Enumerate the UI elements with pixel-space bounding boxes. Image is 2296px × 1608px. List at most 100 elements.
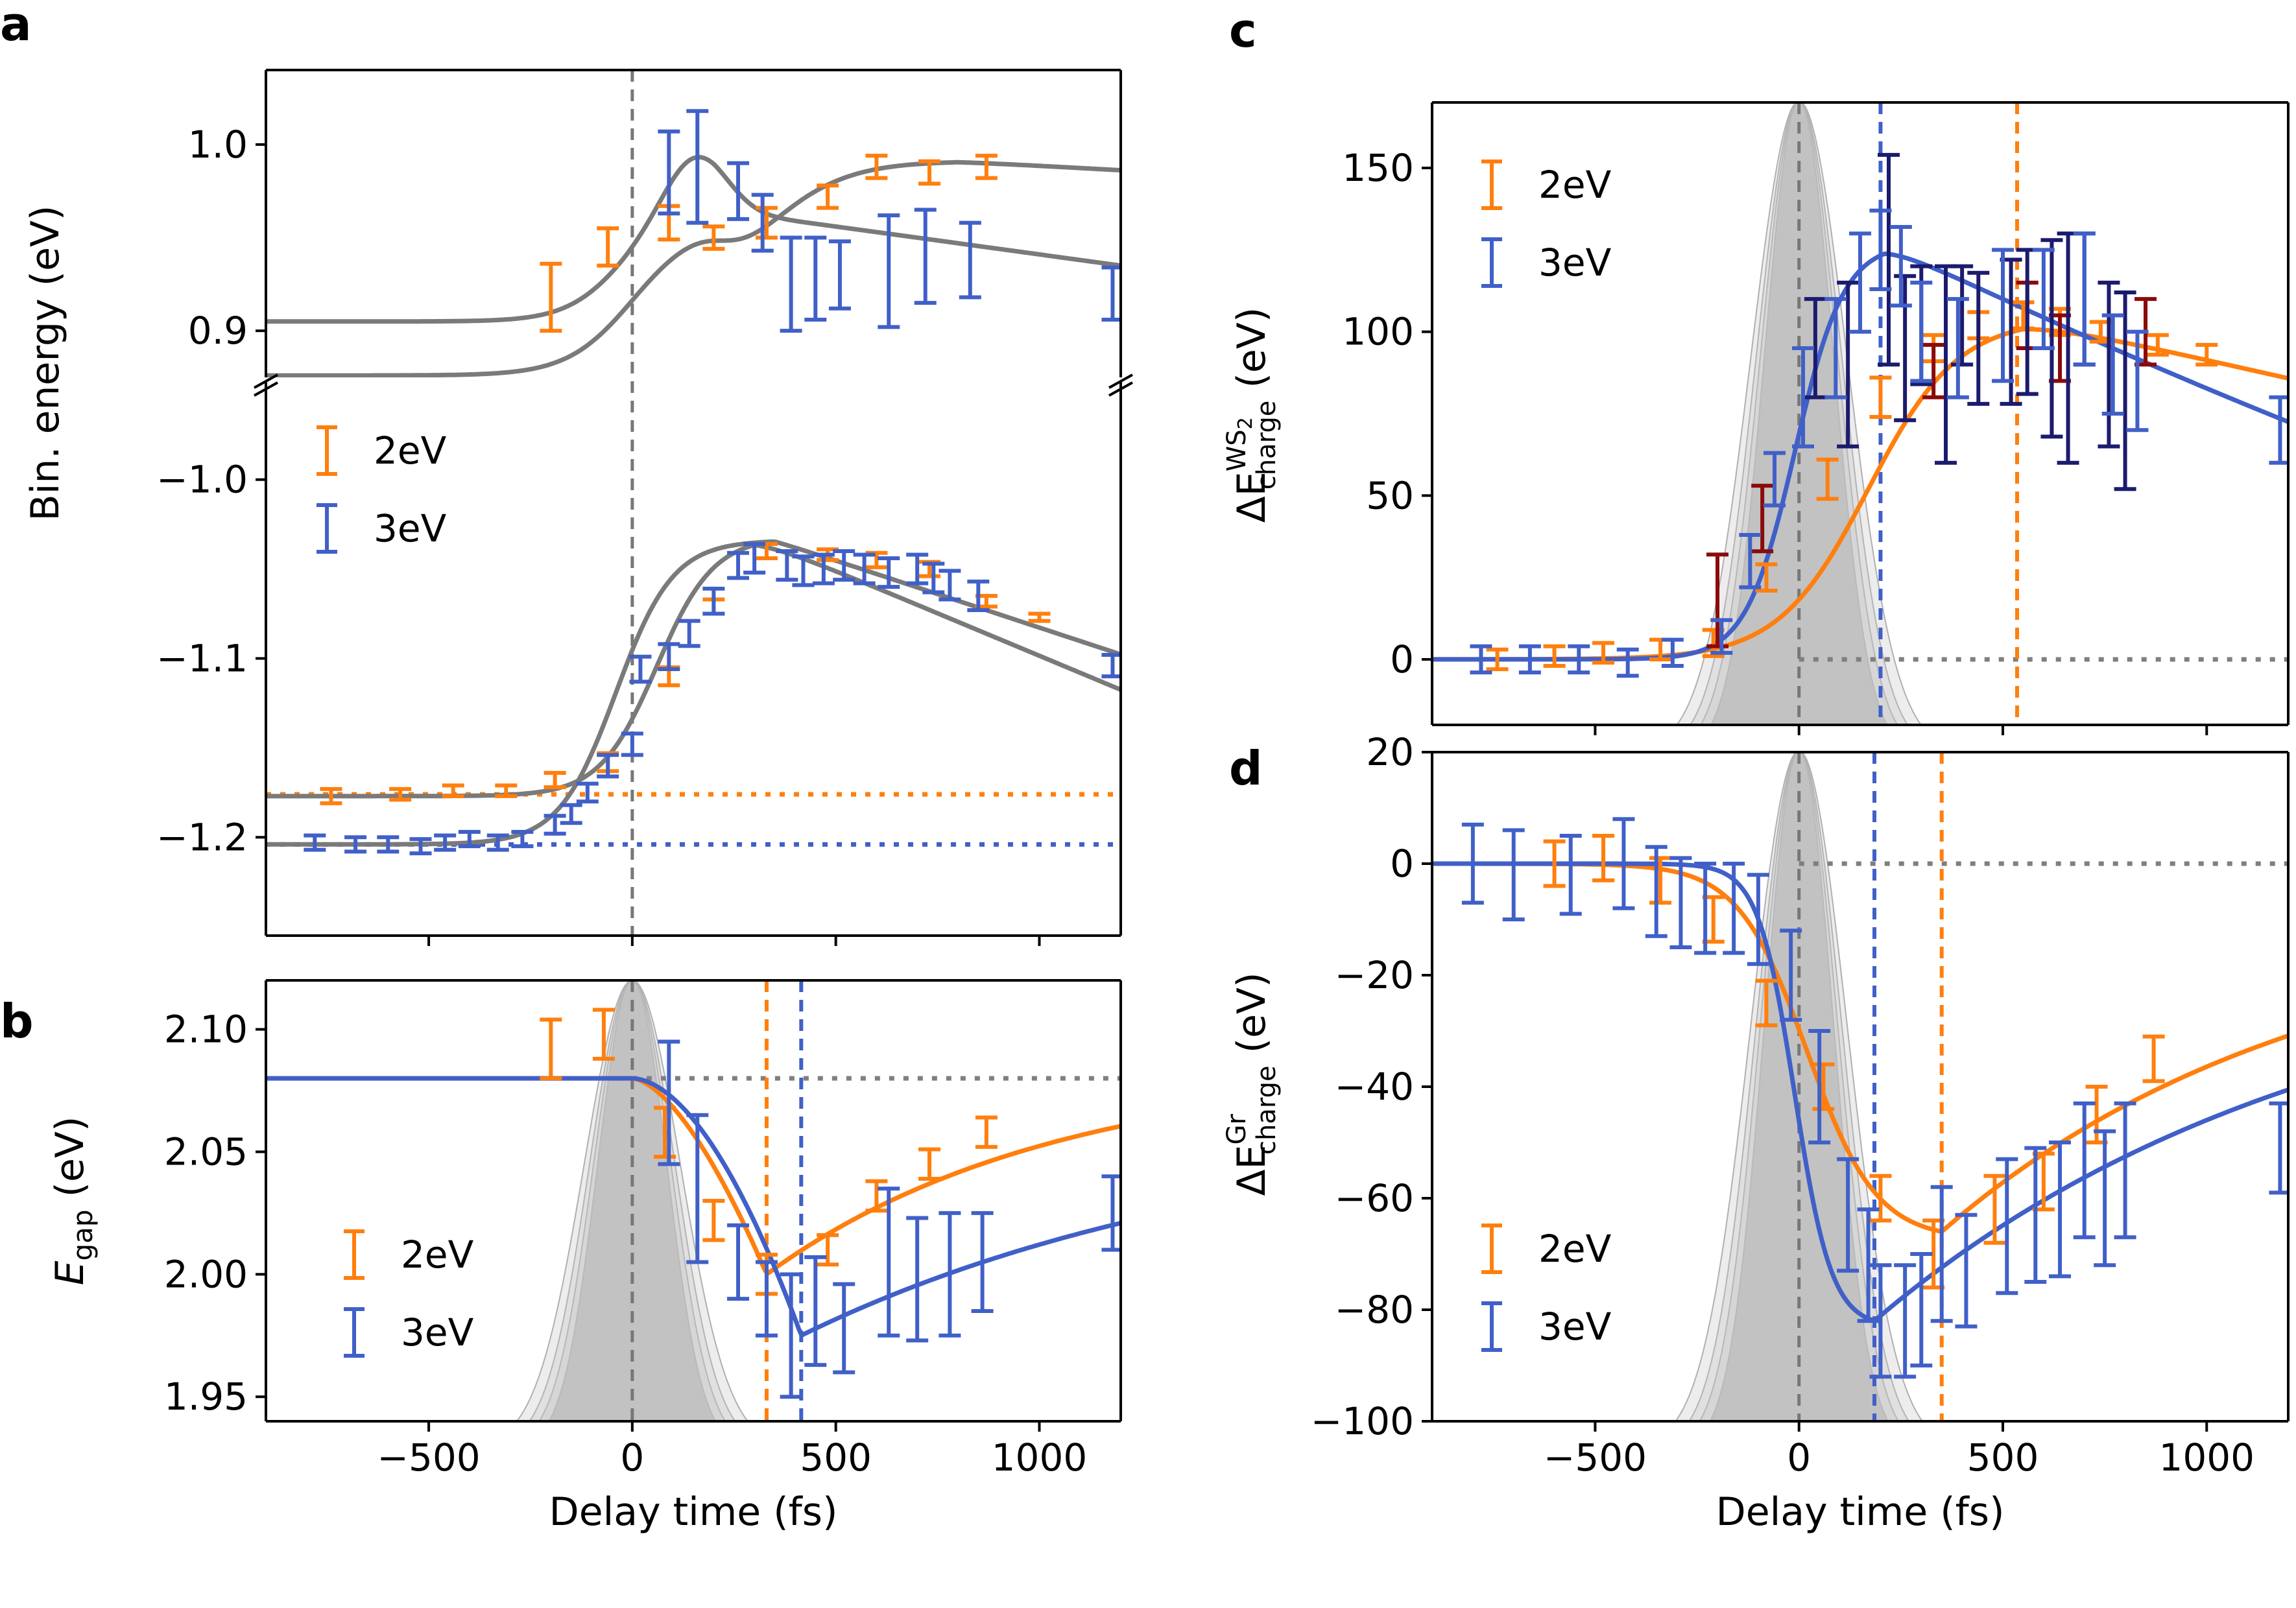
- fit-curve-3eV: [266, 1076, 1121, 1339]
- series-2eV-point: [975, 1115, 998, 1149]
- series-3eV-upper-point: [828, 239, 851, 311]
- legend-marker-2eV: [1481, 160, 1502, 210]
- legend-marker-3eV: [344, 1307, 365, 1358]
- series-3eV-upper-point: [686, 109, 709, 225]
- series-3eV-dark-point: [1951, 264, 1974, 367]
- series-3eV-lower-point: [344, 835, 367, 854]
- legend-marker-2eV: [1481, 1224, 1502, 1274]
- panel-d-y-tick-label: −60: [1335, 1176, 1414, 1220]
- panel-c-y-axis-label: ΔEWS2charge (eV): [1222, 307, 1282, 523]
- legend-marker-3eV: [317, 503, 337, 554]
- series-3eV-point: [1669, 856, 1692, 949]
- series-3eV-point: [1568, 644, 1590, 675]
- y-label-super: Gr: [1222, 1114, 1252, 1145]
- series-2eV-upper-point: [918, 159, 941, 186]
- series-3eV-lower-point: [906, 552, 929, 585]
- series-2eV-point: [1869, 375, 1892, 420]
- series-3eV-point: [2032, 248, 2055, 350]
- legend-label-2eV: 2eV: [374, 429, 447, 473]
- series-3eV-lower-point: [597, 753, 619, 779]
- series-3eV-point: [1889, 225, 1912, 308]
- series-3eV-lower-point: [939, 569, 961, 602]
- panel-b-y-tick-label: 2.10: [164, 1008, 248, 1052]
- series-3eV-dark-point: [2016, 248, 2039, 396]
- series-3eV-lower-point: [511, 830, 534, 849]
- series-3eV-lower-point: [743, 541, 766, 575]
- series-3eV-lower-point: [621, 731, 643, 757]
- series-3eV-point: [1764, 451, 1786, 508]
- series-3eV-point: [1710, 618, 1733, 655]
- legend-label-3eV: 3eV: [401, 1310, 474, 1354]
- series-3eV-lower-point: [967, 579, 990, 613]
- series-3eV-upper-point: [804, 235, 827, 322]
- series-3eV-point: [1502, 828, 1525, 921]
- panel-d-letter: d: [1229, 741, 1263, 796]
- legend-label-3eV: 3eV: [1538, 1305, 1612, 1349]
- series-3eV-lower-point: [544, 814, 566, 836]
- series-3eV-point: [1694, 862, 1717, 955]
- panel-a-letter: a: [0, 0, 32, 51]
- series-3eV-point: [1470, 644, 1492, 675]
- legend-label-2eV: 2eV: [401, 1233, 474, 1277]
- y-label-prefix: ΔE: [1229, 471, 1274, 523]
- series-2eV-point: [1755, 978, 1778, 1028]
- panel-d-x-axis-label: Delay time (fs): [1716, 1489, 2005, 1535]
- series-3eV-dark-point: [1837, 280, 1860, 449]
- series-2eV-dark-point: [1706, 552, 1728, 648]
- series-2eV-dark-point: [1922, 342, 1945, 399]
- series-3eV-point: [1808, 1029, 1831, 1144]
- y-label-sub: gap: [67, 1209, 99, 1260]
- legend-label-3eV: 3eV: [374, 506, 447, 550]
- series-2eV-lower-point: [389, 786, 412, 802]
- series-3eV-point: [727, 1223, 750, 1301]
- series-2eV-point: [1812, 1062, 1835, 1111]
- panel-c-y-tick-label: 50: [1366, 473, 1414, 517]
- y-label-unit: (eV): [1229, 973, 1274, 1066]
- series-3eV-lower-point: [658, 642, 680, 672]
- panel-d-y-tick-label: −80: [1335, 1288, 1414, 1332]
- series-3eV-point: [2114, 1101, 2136, 1240]
- y-label-sub: charge: [1252, 401, 1282, 490]
- series-3eV-dark-point: [2098, 280, 2120, 449]
- series-2eV-point: [2142, 1034, 2165, 1083]
- series-3eV-lower-point: [776, 549, 798, 582]
- panel-a-upper-y-tick-label: 0.9: [188, 309, 248, 353]
- legend-label-2eV: 2eV: [1538, 1227, 1612, 1271]
- series-2eV-point: [1543, 644, 1566, 668]
- series-2eV-point: [1543, 839, 1566, 888]
- series-3eV-point: [1661, 637, 1684, 668]
- series-3eV-lower-point: [409, 837, 432, 856]
- series-3eV-point: [1739, 532, 1762, 589]
- series-3eV-lower-point: [833, 549, 855, 582]
- panel-d-y-tick-label: 20: [1366, 730, 1414, 774]
- series-3eV-dark-point: [1894, 274, 1917, 423]
- series-3eV-point: [1996, 1157, 2018, 1295]
- series-3eV-upper-point: [751, 193, 774, 253]
- series-3eV-upper-point: [658, 129, 680, 216]
- series-2eV-point: [2012, 300, 2035, 331]
- panel-b-x-axis-label: Delay time (fs): [549, 1489, 838, 1535]
- series-3eV-lower-point: [922, 562, 945, 595]
- series-3eV-point: [833, 1282, 855, 1375]
- series-3eV-dark-point: [2114, 290, 2136, 491]
- legend-marker-2eV: [317, 425, 337, 476]
- series-3eV-point: [1857, 1207, 1880, 1323]
- panel-a-lower-y-tick-label: −1.1: [156, 637, 248, 681]
- series-3eV-point: [755, 1260, 778, 1338]
- series-3eV-point: [2094, 1129, 2116, 1268]
- series-2eV-point: [1592, 641, 1614, 665]
- y-label-unit: (eV): [47, 1117, 93, 1210]
- series-3eV-point: [1645, 845, 1668, 938]
- panel-b-x-tick-label: 500: [800, 1436, 872, 1480]
- series-2eV-lower-point: [495, 783, 518, 798]
- series-3eV-point: [2101, 313, 2124, 416]
- y-label-prefix: ΔE: [1229, 1145, 1274, 1196]
- panel-b-y-tick-label: 1.95: [164, 1375, 248, 1419]
- series-3eV-lower-point: [702, 586, 725, 616]
- fit-curve-2eV: [1432, 861, 2288, 1235]
- y-label-unit: (eV): [1229, 307, 1274, 401]
- series-2eV-point: [1486, 647, 1509, 672]
- series-2eV-point: [702, 1199, 725, 1242]
- axis-break-mark: [254, 373, 278, 397]
